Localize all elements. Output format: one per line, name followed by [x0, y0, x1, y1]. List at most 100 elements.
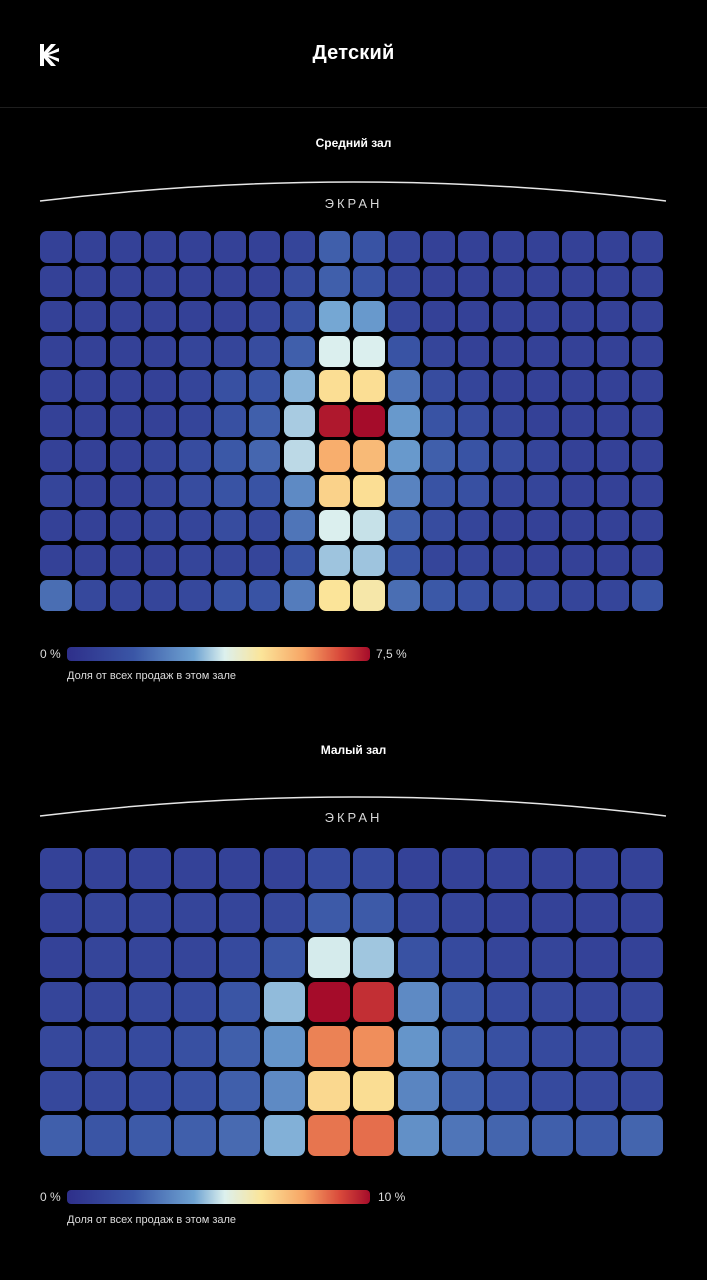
seat-cell — [576, 1070, 618, 1111]
seat-cell — [492, 440, 525, 472]
seat-cell — [492, 544, 525, 577]
seat-cell — [263, 937, 305, 978]
seat-cell — [531, 937, 574, 978]
seat-cell — [597, 579, 629, 612]
seat-cell — [353, 335, 385, 368]
seat-cell — [492, 335, 525, 368]
seat-cell — [174, 1070, 216, 1111]
seat-cell — [74, 544, 107, 577]
seat-cell — [492, 509, 525, 542]
seat-cell — [40, 981, 82, 1022]
seat-cell — [423, 231, 455, 263]
seat-cell — [531, 1115, 574, 1156]
seat-cell — [40, 937, 82, 978]
seat-cell — [283, 300, 316, 333]
seat-cell — [631, 265, 664, 298]
seat-cell — [283, 370, 316, 402]
seat-cell — [527, 300, 559, 333]
seat-cell — [214, 475, 246, 507]
seat-cell — [576, 1115, 618, 1156]
seat-cell — [487, 892, 529, 933]
seat-cell — [109, 544, 142, 577]
seat-cell — [248, 440, 281, 472]
kinopoisk-logo-icon[interactable] — [38, 43, 62, 67]
seat-cell — [283, 231, 316, 263]
seat-cell — [423, 440, 455, 472]
seat-cell — [40, 231, 72, 263]
seat-cell — [562, 265, 594, 298]
seat-cell — [597, 509, 629, 542]
seat-cell — [531, 848, 574, 889]
seat-cell — [423, 370, 455, 402]
seat-cell — [179, 335, 211, 368]
seat-cell — [442, 1070, 484, 1111]
seat-cell — [174, 1026, 216, 1067]
seat-cell — [263, 1026, 305, 1067]
seat-cell — [531, 892, 574, 933]
seat-cell — [621, 1070, 663, 1111]
seat-cell — [74, 579, 107, 612]
seat-cell — [308, 1026, 350, 1067]
seat-cell — [318, 335, 351, 368]
seat-cell — [397, 937, 440, 978]
seat-cell — [353, 300, 385, 333]
seat-cell — [179, 475, 211, 507]
seat-cell — [487, 1115, 529, 1156]
seat-cell — [109, 579, 142, 612]
seat-cell — [40, 265, 72, 298]
seat-cell — [352, 892, 395, 933]
seat-cell — [397, 848, 440, 889]
seat-cell — [487, 981, 529, 1022]
seat-cell — [248, 475, 281, 507]
seat-cell — [318, 231, 351, 263]
seat-cell — [423, 544, 455, 577]
seat-cell — [214, 509, 246, 542]
seat-cell — [597, 265, 629, 298]
seat-cell — [388, 231, 420, 263]
seat-cell — [423, 405, 455, 437]
seat-cell — [214, 231, 246, 263]
seat-cell — [423, 579, 455, 612]
seat-cell — [129, 1115, 171, 1156]
seat-cell — [562, 440, 594, 472]
seat-cell — [597, 405, 629, 437]
seat-cell — [457, 579, 490, 612]
seat-cell — [109, 265, 142, 298]
seat-cell — [562, 231, 594, 263]
seat-cell — [74, 370, 107, 402]
seat-cell — [308, 981, 350, 1022]
seat-cell — [353, 509, 385, 542]
seat-cell — [248, 544, 281, 577]
seat-cell — [248, 405, 281, 437]
seat-cell — [631, 579, 664, 612]
seat-cell — [40, 300, 72, 333]
seat-cell — [283, 579, 316, 612]
seat-cell — [308, 848, 350, 889]
seat-cell — [109, 231, 142, 263]
seat-cell — [397, 981, 440, 1022]
seat-cell — [457, 231, 490, 263]
scale-max-label: 10 % — [378, 1190, 406, 1204]
seat-cell — [179, 370, 211, 402]
seat-cell — [144, 509, 176, 542]
seat-cell — [487, 1026, 529, 1067]
seat-cell — [84, 848, 127, 889]
seat-cell — [40, 544, 72, 577]
seat-cell — [562, 579, 594, 612]
seat-cell — [352, 848, 395, 889]
seat-cell — [214, 300, 246, 333]
seat-cell — [576, 937, 618, 978]
seat-cell — [527, 475, 559, 507]
seat-cell — [562, 544, 594, 577]
seat-cell — [576, 1026, 618, 1067]
seat-cell — [562, 370, 594, 402]
seat-cell — [318, 300, 351, 333]
seat-cell — [388, 544, 420, 577]
seat-cell — [109, 300, 142, 333]
seat-cell — [442, 937, 484, 978]
seat-cell — [631, 335, 664, 368]
seat-cell — [40, 405, 72, 437]
seat-cell — [144, 544, 176, 577]
seat-cell — [621, 892, 663, 933]
seat-cell — [40, 475, 72, 507]
